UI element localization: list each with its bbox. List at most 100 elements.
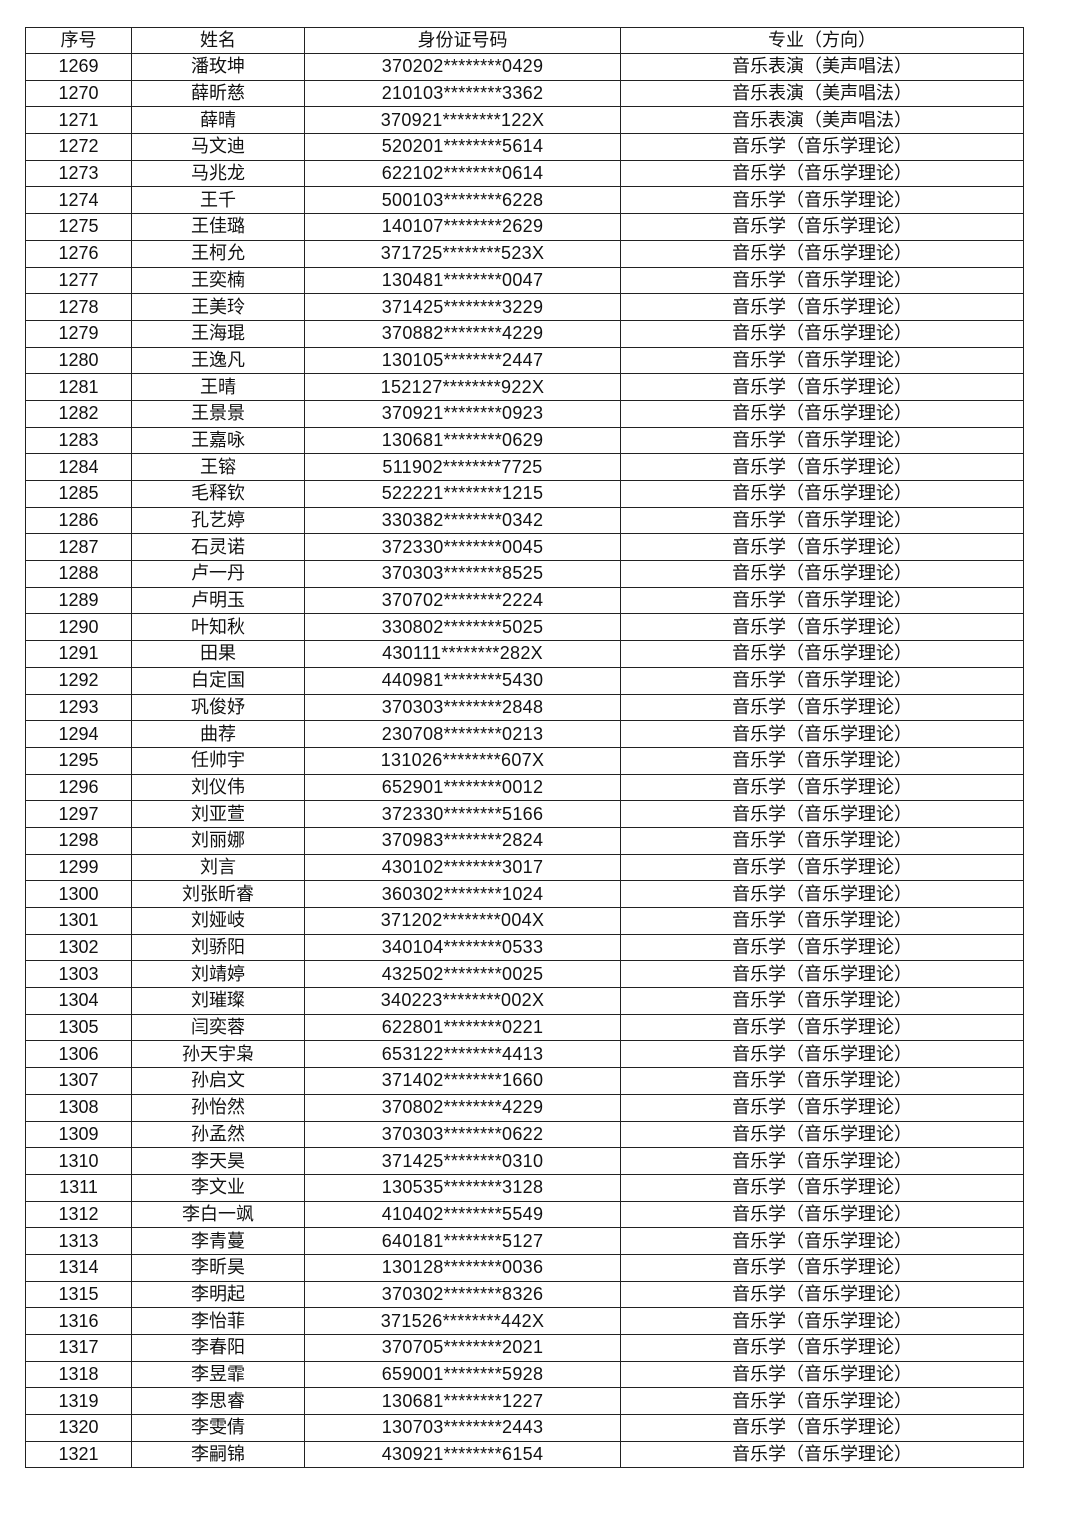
cell-id-number: 330802********5025 — [304, 613, 621, 642]
cell-number: 1300 — [25, 880, 132, 908]
cell-number: 1306 — [25, 1040, 132, 1069]
header-major: 专业（方向） — [620, 27, 1024, 54]
cell-id-number: 130535********3128 — [304, 1173, 621, 1202]
cell-name: 李嗣锦 — [131, 1440, 305, 1469]
cell-name: 刘亚萱 — [131, 800, 305, 828]
cell-number: 1304 — [25, 987, 132, 1015]
cell-name: 王嘉咏 — [131, 426, 305, 455]
cell-major: 音乐学（音乐学理论） — [620, 1387, 1024, 1416]
cell-id-number: 652901********0012 — [304, 773, 621, 802]
cell-number: 1277 — [25, 266, 132, 295]
cell-number: 1288 — [25, 560, 132, 588]
table-row: 1297 刘亚萱 372330********5166 音乐学（音乐学理论） — [25, 800, 1024, 828]
table-row: 1280 王逸凡 130105********2447 音乐学（音乐学理论） — [25, 346, 1024, 375]
table-row: 1306 孙天宇枭 653122********4413 音乐学（音乐学理论） — [25, 1040, 1024, 1069]
table-row: 1295 任帅宇 131026********607X 音乐学（音乐学理论） — [25, 746, 1024, 775]
cell-name: 闫奕蓉 — [131, 1013, 305, 1042]
cell-id-number: 522221********1215 — [304, 480, 621, 508]
cell-number: 1279 — [25, 319, 132, 348]
cell-id-number: 330382********0342 — [304, 506, 621, 535]
cell-number: 1303 — [25, 960, 132, 989]
cell-major: 音乐学（音乐学理论） — [620, 1173, 1024, 1202]
cell-name: 毛释钦 — [131, 480, 305, 508]
cell-id-number: 430102********3017 — [304, 853, 621, 882]
cell-major: 音乐学（音乐学理论） — [620, 133, 1024, 161]
cell-name: 卢一丹 — [131, 560, 305, 588]
cell-id-number: 371425********0310 — [304, 1147, 621, 1175]
cell-id-number: 371202********004X — [304, 907, 621, 935]
table-row: 1309 孙孟然 370303********0622 音乐学（音乐学理论） — [25, 1120, 1024, 1149]
cell-id-number: 130481********0047 — [304, 266, 621, 295]
cell-major: 音乐学（音乐学理论） — [620, 533, 1024, 562]
cell-id-number: 371402********1660 — [304, 1067, 621, 1095]
table-row: 1279 王海琨 370882********4229 音乐学（音乐学理论） — [25, 319, 1024, 348]
cell-id-number: 140107********2629 — [304, 213, 621, 241]
cell-major: 音乐学（音乐学理论） — [620, 907, 1024, 935]
table-row: 1287 石灵诺 372330********0045 音乐学（音乐学理论） — [25, 533, 1024, 562]
table-row: 1271 薛晴 370921********122X 音乐表演（美声唱法） — [25, 106, 1024, 135]
cell-id-number: 210103********3362 — [304, 79, 621, 108]
cell-id-number: 230708********0213 — [304, 720, 621, 748]
cell-major: 音乐学（音乐学理论） — [620, 480, 1024, 508]
cell-major: 音乐学（音乐学理论） — [620, 1147, 1024, 1175]
cell-number: 1302 — [25, 933, 132, 962]
cell-name: 李昕昊 — [131, 1253, 305, 1282]
cell-number: 1290 — [25, 613, 132, 642]
table-row: 1300 刘张昕睿 360302********1024 音乐学（音乐学理论） — [25, 880, 1024, 908]
cell-number: 1318 — [25, 1360, 132, 1389]
table-row: 1320 李雯倩 130703********2443 音乐学（音乐学理论） — [25, 1414, 1024, 1442]
cell-major: 音乐学（音乐学理论） — [620, 426, 1024, 455]
cell-id-number: 370705********2021 — [304, 1334, 621, 1362]
cell-name: 卢明玉 — [131, 586, 305, 615]
cell-major: 音乐学（音乐学理论） — [620, 346, 1024, 375]
table-body: 1269 潘玫坤 370202********0429 音乐表演（美声唱法） 1270 薛… — [25, 53, 1024, 1469]
cell-major: 音乐学（音乐学理论） — [620, 293, 1024, 321]
cell-major: 音乐学（音乐学理论） — [620, 880, 1024, 908]
cell-major: 音乐学（音乐学理论） — [620, 319, 1024, 348]
header-name: 姓名 — [131, 27, 305, 54]
cell-major: 音乐学（音乐学理论） — [620, 399, 1024, 428]
cell-major: 音乐学（音乐学理论） — [620, 800, 1024, 828]
table-row: 1311 李文业 130535********3128 音乐学（音乐学理论） — [25, 1173, 1024, 1202]
cell-id-number: 370983********2824 — [304, 826, 621, 855]
header-id-number: 身份证号码 — [304, 27, 621, 54]
cell-id-number: 372330********5166 — [304, 800, 621, 828]
cell-name: 曲荐 — [131, 720, 305, 748]
cell-number: 1282 — [25, 399, 132, 428]
cell-name: 石灵诺 — [131, 533, 305, 562]
cell-major: 音乐学（音乐学理论） — [620, 1200, 1024, 1229]
cell-id-number: 370303********0622 — [304, 1120, 621, 1149]
table-row: 1272 马文迪 520201********5614 音乐学（音乐学理论） — [25, 133, 1024, 161]
cell-major: 音乐学（音乐学理论） — [620, 239, 1024, 268]
cell-major: 音乐学（音乐学理论） — [620, 746, 1024, 775]
cell-major: 音乐表演（美声唱法） — [620, 53, 1024, 81]
cell-name: 孔艺婷 — [131, 506, 305, 535]
cell-major: 音乐学（音乐学理论） — [620, 720, 1024, 748]
cell-major: 音乐学（音乐学理论） — [620, 1414, 1024, 1442]
cell-name: 薛晴 — [131, 106, 305, 135]
cell-number: 1295 — [25, 746, 132, 775]
cell-number: 1271 — [25, 106, 132, 135]
cell-name: 王逸凡 — [131, 346, 305, 375]
table-row: 1289 卢明玉 370702********2224 音乐学（音乐学理论） — [25, 586, 1024, 615]
cell-name: 孙启文 — [131, 1067, 305, 1095]
cell-name: 李白一飒 — [131, 1200, 305, 1229]
cell-id-number: 152127********922X — [304, 373, 621, 401]
admission-list-table: 序号 姓名 身份证号码 专业（方向） 1269 潘玫坤 370202********… — [25, 27, 1024, 1469]
cell-number: 1274 — [25, 186, 132, 215]
cell-id-number: 653122********4413 — [304, 1040, 621, 1069]
cell-major: 音乐学（音乐学理论） — [620, 1067, 1024, 1095]
cell-major: 音乐学（音乐学理论） — [620, 1093, 1024, 1122]
cell-id-number: 440981********5430 — [304, 666, 621, 695]
cell-number: 1312 — [25, 1200, 132, 1229]
cell-name: 王景景 — [131, 399, 305, 428]
table-row: 1304 刘璀璨 340223********002X 音乐学（音乐学理论） — [25, 987, 1024, 1015]
table-row: 1275 王佳璐 140107********2629 音乐学（音乐学理论） — [25, 213, 1024, 241]
cell-id-number: 360302********1024 — [304, 880, 621, 908]
cell-number: 1299 — [25, 853, 132, 882]
cell-major: 音乐学（音乐学理论） — [620, 826, 1024, 855]
cell-number: 1319 — [25, 1387, 132, 1416]
table-row: 1293 巩俊妤 370303********2848 音乐学（音乐学理论） — [25, 693, 1024, 722]
cell-major: 音乐学（音乐学理论） — [620, 213, 1024, 241]
cell-name: 刘丽娜 — [131, 826, 305, 855]
